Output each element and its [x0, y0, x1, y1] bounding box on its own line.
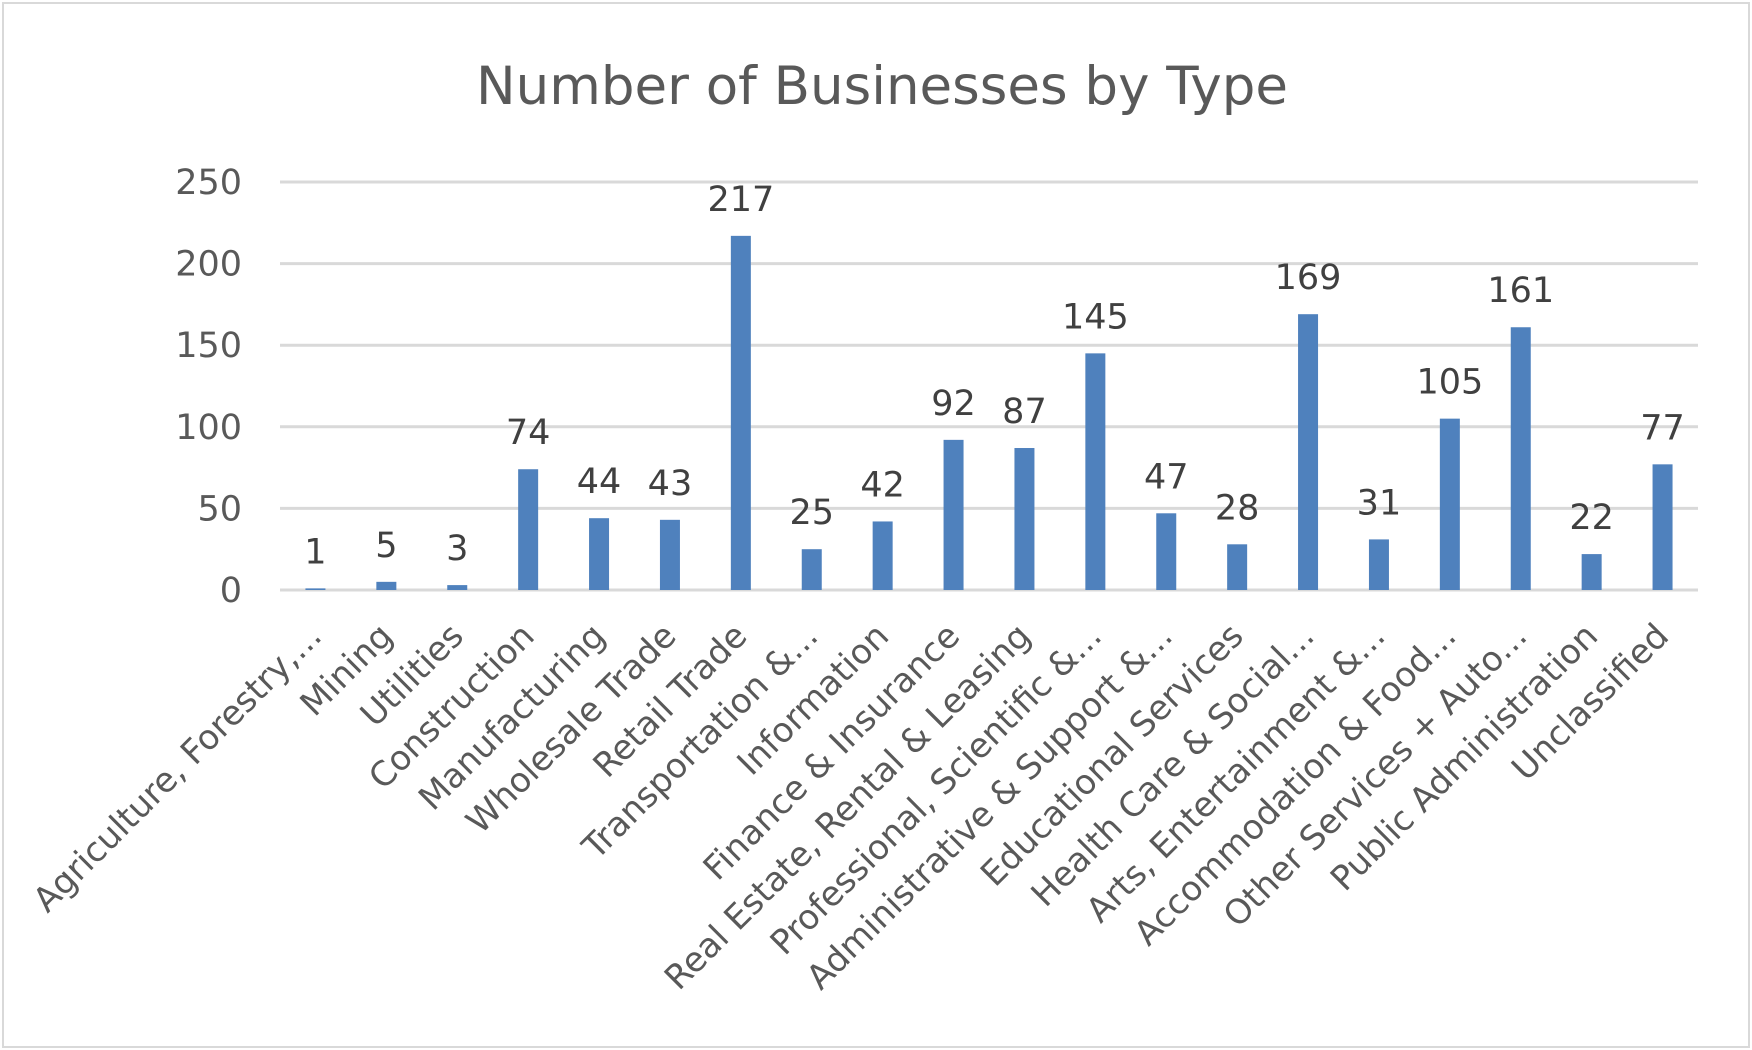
bar	[1510, 327, 1531, 590]
y-tick-label: 150	[175, 326, 242, 366]
data-label: 77	[1640, 408, 1685, 448]
y-tick-label: 0	[220, 571, 242, 611]
y-tick-label: 250	[175, 163, 242, 203]
bar-chart: Number of Businesses by Type 0 50 100 150 20…	[26, 56, 1698, 998]
bar	[730, 235, 751, 590]
y-axis-ticks: 0 50 100 150 200 250	[175, 163, 242, 611]
category-labels: Agriculture, Forestry,...MiningUtilities…	[26, 616, 1677, 998]
bar	[589, 518, 610, 590]
data-label: 3	[446, 529, 468, 569]
bar	[659, 519, 680, 590]
bar	[943, 439, 964, 590]
bar	[1298, 314, 1319, 590]
bar	[1014, 448, 1035, 590]
data-label: 161	[1487, 271, 1554, 311]
data-label: 28	[1215, 488, 1260, 528]
bar	[801, 549, 822, 590]
data-label: 87	[1002, 392, 1047, 432]
data-label: 47	[1144, 457, 1189, 497]
data-label: 25	[789, 493, 834, 533]
bar	[1581, 554, 1602, 590]
bar	[518, 469, 539, 590]
category-label: Agriculture, Forestry,...	[26, 616, 330, 920]
data-label: 169	[1275, 258, 1342, 298]
data-label: 31	[1357, 483, 1402, 523]
bars	[305, 235, 1673, 590]
data-label: 92	[931, 384, 976, 424]
data-label: 217	[707, 180, 774, 220]
y-tick-label: 50	[197, 489, 242, 529]
data-label: 74	[506, 413, 551, 453]
data-label: 44	[577, 462, 622, 502]
bar	[1439, 418, 1460, 590]
data-label: 42	[860, 465, 905, 505]
bar	[376, 581, 397, 590]
y-tick-label: 100	[175, 408, 242, 448]
chart-title: Number of Businesses by Type	[476, 56, 1288, 117]
data-label: 145	[1062, 297, 1129, 337]
bar	[1652, 464, 1673, 590]
bar	[1227, 544, 1248, 590]
bar	[1085, 353, 1106, 590]
bar	[1156, 513, 1177, 590]
bar	[872, 521, 893, 590]
bar	[1368, 539, 1389, 590]
data-label: 5	[375, 526, 397, 566]
data-label: 1	[304, 532, 326, 572]
data-labels: 1 5 3 74 44 43 217 25 42 92 87 145 47 28 169 31 105 161 22…	[304, 180, 1685, 573]
bar	[447, 585, 468, 590]
y-tick-label: 200	[175, 245, 242, 285]
data-label: 22	[1569, 498, 1614, 538]
bar	[305, 588, 326, 590]
data-label: 43	[648, 464, 693, 504]
gridlines	[280, 180, 1698, 592]
data-label: 105	[1416, 363, 1483, 403]
